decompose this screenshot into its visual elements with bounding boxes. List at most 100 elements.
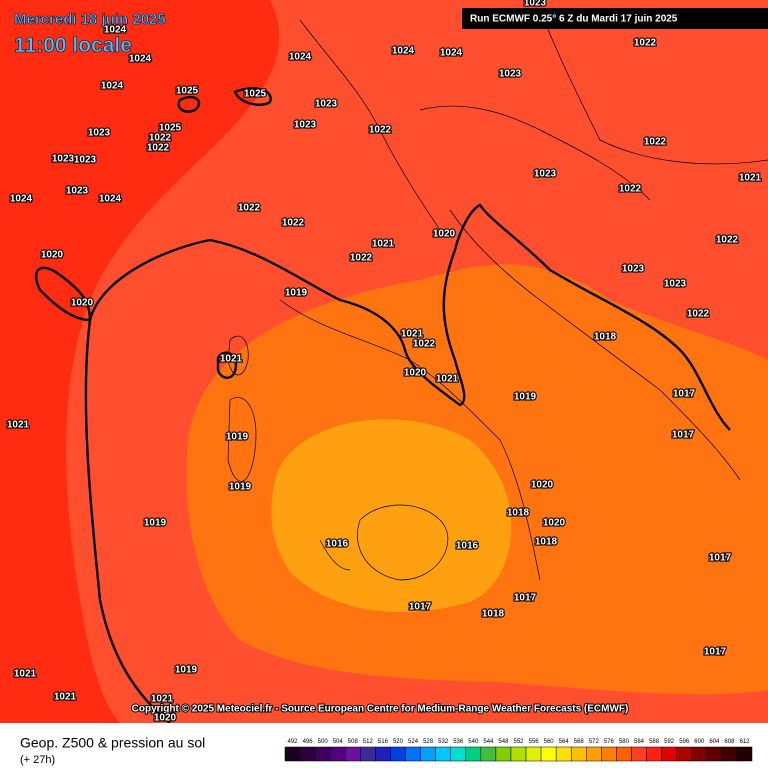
- isobar-label: 1023: [52, 154, 75, 165]
- isobar-label: 1025: [176, 86, 199, 97]
- scale-swatch: [390, 746, 406, 762]
- scale-label: 600: [694, 739, 705, 745]
- isobar-label: 1021: [14, 669, 37, 680]
- isobar-label: 1024: [129, 54, 152, 65]
- isobar-labels: 1024 1024 1024 1024 1024 1024 1025 1025 1025 1023…: [6, 0, 763, 725]
- isobar-label: 1022: [282, 218, 305, 229]
- isobar-label: 1021: [436, 374, 459, 385]
- scale-swatch: [555, 746, 572, 762]
- isobar-label: 1021: [7, 420, 30, 431]
- scale-swatch: [450, 746, 467, 762]
- scale-label: 584: [634, 739, 645, 745]
- isobar-label: 1023: [499, 69, 522, 80]
- scale-swatch: [691, 746, 708, 762]
- valid-date: Mercredi 18 juin 2025: [14, 11, 166, 28]
- isobar-label: 1023: [88, 128, 111, 139]
- scale-label: 536: [453, 739, 464, 745]
- scale-swatch: [480, 746, 497, 762]
- isobar-label: 1025: [244, 89, 267, 100]
- scale-swatch: [314, 746, 331, 762]
- isobar-label: 1025: [159, 123, 182, 134]
- isobar-label: 1024: [99, 194, 122, 205]
- scale-swatch: [676, 746, 692, 762]
- isobar-label: 1017: [409, 602, 432, 613]
- isobar-label: 1019: [229, 482, 252, 493]
- scale-swatch: [495, 746, 512, 762]
- isobar-label: 1016: [326, 539, 349, 550]
- isobar-label: 1020: [531, 480, 554, 491]
- isobar-label: 1021: [54, 692, 77, 703]
- isobar-label: 1022: [350, 253, 373, 264]
- isobar-label: 1020: [433, 229, 456, 240]
- scale-swatch: [586, 746, 602, 762]
- isobar-label: 1022: [147, 143, 170, 154]
- scale-label: 608: [724, 739, 735, 745]
- borders: [227, 9, 768, 581]
- scale-label: 604: [709, 739, 720, 745]
- isobar-label: 1018: [594, 332, 617, 343]
- isobar-label: 1023: [622, 264, 645, 275]
- isobar-label: 1020: [41, 250, 64, 261]
- isobar-label: 1016: [456, 541, 479, 552]
- isobar-label: 1021: [151, 694, 174, 705]
- run-banner: [462, 8, 768, 29]
- copyright: Copyright © 2025 Meteociel.fr - Source E…: [132, 704, 629, 715]
- scale-label: 492: [288, 739, 299, 745]
- isobar-label: 1023: [524, 0, 547, 9]
- isobar-label: 1023: [664, 279, 687, 290]
- pressure-zone-core: [271, 419, 512, 612]
- scale-swatch: [375, 746, 391, 762]
- scale-swatch: [329, 746, 346, 762]
- scale-label: 592: [664, 739, 675, 745]
- isobar-label: 1024: [101, 81, 124, 92]
- isobar-label: 1021: [739, 173, 762, 184]
- color-scale: 492 496 500 504 508 512 516 520 524 528 532 536 540 5…: [284, 739, 753, 762]
- scale-label: 512: [363, 739, 374, 745]
- isobar-label: 1024: [289, 52, 312, 63]
- isobar-label: 1017: [704, 647, 727, 658]
- scale-label: 576: [604, 739, 615, 745]
- scale-swatch: [510, 746, 527, 762]
- scale-label: 524: [408, 739, 419, 745]
- lead-time: (+ 27h): [20, 754, 55, 766]
- isobar-label: 1024: [392, 46, 415, 57]
- scale-swatch: [646, 746, 662, 762]
- scale-swatch: [299, 746, 316, 762]
- scale-swatch: [736, 746, 753, 762]
- isobar-label: 1017: [709, 553, 732, 564]
- scale-swatch: [465, 746, 482, 762]
- scale-label: 508: [348, 739, 359, 745]
- isobar-label: 1018: [482, 609, 505, 620]
- isobar-label: 1019: [226, 432, 249, 443]
- isobar-label: 1017: [672, 430, 695, 441]
- scale-label: 596: [679, 739, 690, 745]
- scale-swatch: [540, 746, 557, 762]
- scale-label: 572: [589, 739, 600, 745]
- isobar-label: 1024: [10, 194, 33, 205]
- scale-label: 552: [513, 739, 524, 745]
- scale-label: 544: [483, 739, 494, 745]
- scale-label: 580: [619, 739, 630, 745]
- isobar-label: 1020: [543, 518, 566, 529]
- scale-label: 520: [393, 739, 404, 745]
- isobar-label: 1022: [619, 184, 642, 195]
- isobar-label: 1017: [514, 593, 537, 604]
- scale-label: 516: [378, 739, 389, 745]
- product-title: Geop. Z500 & pression au sol: [20, 735, 205, 751]
- scale-swatch: [601, 746, 617, 762]
- isobar-1020: [34, 87, 731, 724]
- isobar-label: 1023: [294, 120, 317, 131]
- isobar-label: 1022: [644, 137, 667, 148]
- scale-label: 588: [649, 739, 660, 745]
- scale-label: 548: [498, 739, 509, 745]
- scale-swatch: [284, 746, 301, 762]
- scale-swatch: [345, 746, 361, 762]
- isobar-label: 1019: [144, 518, 167, 529]
- isobar-label: 1023: [74, 155, 97, 166]
- scale-label: 504: [333, 739, 344, 745]
- isobar-label: 1022: [716, 235, 739, 246]
- isobar-label: 1023: [534, 169, 557, 180]
- run-info: Run ECMWF 0.25° 6 Z du Mardi 17 juin 202…: [470, 14, 678, 25]
- isobar-label: 1019: [514, 392, 537, 403]
